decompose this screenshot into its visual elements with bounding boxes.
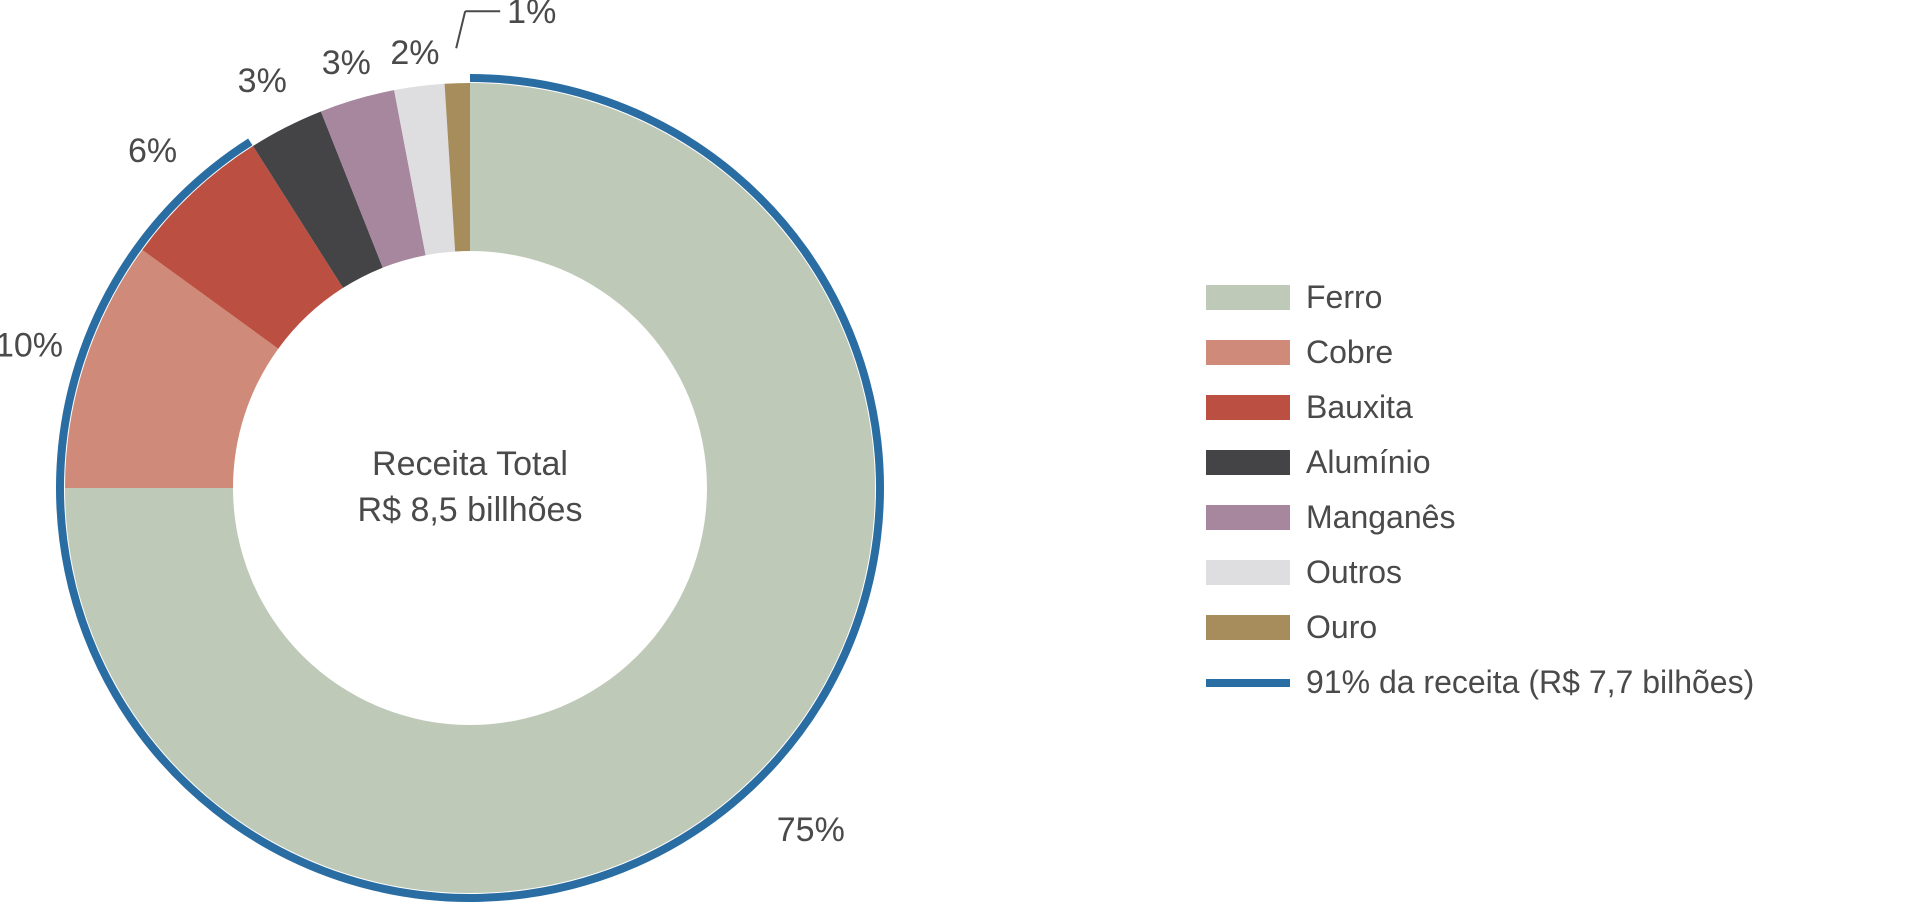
legend-label: Manganês [1306, 499, 1456, 535]
pct-label-bauxita: 6% [128, 132, 177, 170]
donut-slices [65, 83, 875, 893]
slice-cobre [65, 249, 279, 488]
legend-item-highlight: 91% da receita (R$ 7,7 bilhões) [1206, 655, 1754, 710]
legend-swatch [1206, 678, 1290, 687]
legend-label: Cobre [1306, 334, 1394, 370]
legend: Ferro Cobre Bauxita Alumínio Manganês Outros O… [1206, 270, 1754, 710]
pct-label-alumínio: 3% [238, 62, 287, 100]
legend-swatch [1206, 340, 1290, 365]
legend-label: Ouro [1306, 609, 1378, 645]
slice-bauxita [142, 146, 344, 349]
legend-item-alumínio: Alumínio [1206, 435, 1754, 490]
slice-ferro [65, 83, 875, 893]
legend-item-ouro: Ouro [1206, 600, 1754, 655]
pct-label-cobre: 10% [0, 327, 63, 365]
legend-swatch [1206, 285, 1290, 310]
legend-label: Bauxita [1306, 389, 1413, 425]
legend-item-manganês: Manganês [1206, 490, 1754, 545]
legend-swatch [1206, 450, 1290, 475]
legend-label: 91% da receita (R$ 7,7 bilhões) [1306, 664, 1755, 700]
pct-label-ouro: 1% [507, 0, 556, 31]
center-value: R$ 8,5 billhões [358, 491, 583, 529]
pct-label-manganês: 3% [322, 44, 371, 82]
leader-line-ouro [455, 10, 467, 49]
legend-item-ferro: Ferro [1206, 270, 1754, 325]
percentage-labels: 75% 10% 6% 3% 3% 2% 1% [0, 0, 845, 849]
legend-label: Outros [1306, 554, 1403, 590]
legend-swatch [1206, 615, 1290, 640]
legend-label: Ferro [1306, 279, 1383, 315]
center-title: Receita Total [372, 445, 568, 483]
legend-swatch [1206, 505, 1290, 530]
legend-swatch [1206, 560, 1290, 585]
legend-item-cobre: Cobre [1206, 325, 1754, 380]
highlight-arc [56, 74, 884, 902]
donut-chart: 75% 10% 6% 3% 3% 2% 1% Receita Total R$ 8,5 bi… [0, 0, 884, 902]
legend-item-outros: Outros [1206, 545, 1754, 600]
slice-manganês [320, 90, 426, 268]
slice-ouro [444, 83, 470, 252]
legend-swatch [1206, 395, 1290, 420]
pct-label-ferro: 75% [777, 811, 845, 849]
legend-label: Alumínio [1306, 444, 1431, 480]
slice-alumínio [252, 111, 383, 288]
pct-label-outros: 2% [390, 34, 439, 72]
legend-item-bauxita: Bauxita [1206, 380, 1754, 435]
slice-outros [394, 83, 456, 256]
